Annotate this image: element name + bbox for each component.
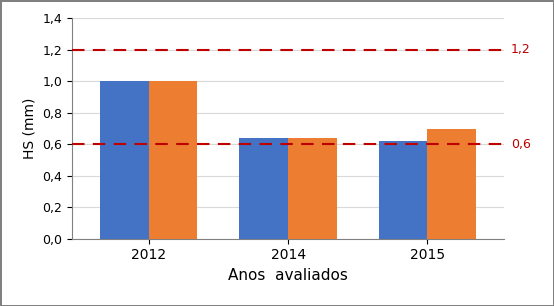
Bar (148, 81, 197, 239)
Bar (239, 138, 288, 239)
Y-axis label: HS (mm): HS (mm) (23, 98, 37, 159)
Text: 0,6: 0,6 (511, 138, 531, 151)
Bar (100, 81, 148, 239)
X-axis label: Anos  avaliados: Anos avaliados (228, 268, 348, 283)
Bar (428, 129, 476, 239)
Text: 1,2: 1,2 (511, 43, 531, 56)
Bar (379, 141, 428, 239)
Bar (288, 138, 337, 239)
